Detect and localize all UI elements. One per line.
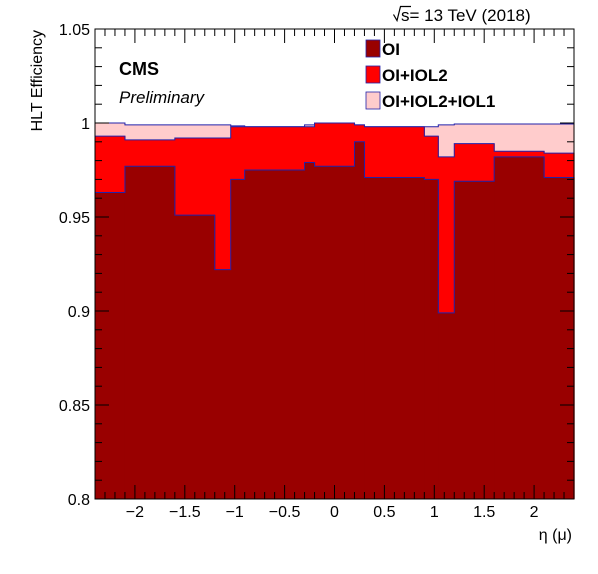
series-outline — [94, 122, 575, 499]
sqrt-icon — [392, 5, 411, 23]
energy-label-group: s= 13 TeV (2018) — [392, 5, 531, 25]
bar — [354, 141, 366, 500]
energy-label: s= 13 TeV (2018) — [401, 6, 531, 25]
x-tick-label: 1 — [430, 504, 439, 521]
x-tick-label: −2 — [126, 504, 144, 521]
bar — [95, 192, 126, 499]
bar — [544, 177, 575, 499]
x-tick-label: 1.5 — [473, 504, 495, 521]
legend-swatch — [365, 39, 381, 58]
y-tick-label: 0.8 — [68, 492, 90, 509]
x-axis-title: η (μ) — [539, 527, 572, 544]
legend-label: OI+IOL2+IOL1 — [382, 92, 495, 111]
bar — [314, 166, 336, 500]
series-oi — [94, 141, 575, 500]
y-tick-label: 1 — [81, 116, 90, 133]
bar — [438, 312, 455, 499]
bar — [364, 177, 425, 499]
legend: OI OI+IOL2 OI+IOL2+IOL1 — [365, 39, 495, 111]
bar — [334, 166, 356, 500]
x-tick-label: −1 — [226, 504, 244, 521]
bar — [214, 269, 232, 499]
legend-label: OI+IOL2 — [382, 66, 448, 85]
bar — [454, 181, 495, 499]
x-tick-label: 2 — [530, 504, 539, 521]
series-outline — [94, 141, 575, 499]
x-tick-label: −0.5 — [269, 504, 301, 521]
x-tick-label: 0 — [330, 504, 339, 521]
bars-layer — [94, 122, 575, 500]
cms-label: CMS — [119, 59, 159, 79]
legend-label: OI — [382, 40, 400, 59]
y-tick-label: 1.05 — [59, 22, 90, 39]
bar — [494, 156, 545, 499]
y-axis-title: HLT Efficiency — [29, 30, 46, 131]
bar — [304, 162, 316, 500]
legend-swatch — [365, 65, 381, 84]
bar — [124, 166, 176, 500]
bar — [230, 179, 246, 499]
y-tick-label: 0.95 — [59, 210, 90, 227]
x-tick-label: 0.5 — [373, 504, 395, 521]
legend-swatch — [365, 91, 381, 110]
ticks-layer: −2 −1.5 −1 −0.5 0 0.5 1 1.5 2 0.8 0.85 0.9 0.95 1 1.05 — [59, 22, 575, 521]
bar — [174, 215, 216, 499]
preliminary-label: Preliminary — [119, 88, 206, 107]
y-tick-label: 0.9 — [68, 304, 90, 321]
y-tick-label: 0.85 — [59, 398, 90, 415]
bar — [244, 170, 306, 499]
x-tick-label: −1.5 — [169, 504, 201, 521]
bar — [424, 179, 439, 499]
